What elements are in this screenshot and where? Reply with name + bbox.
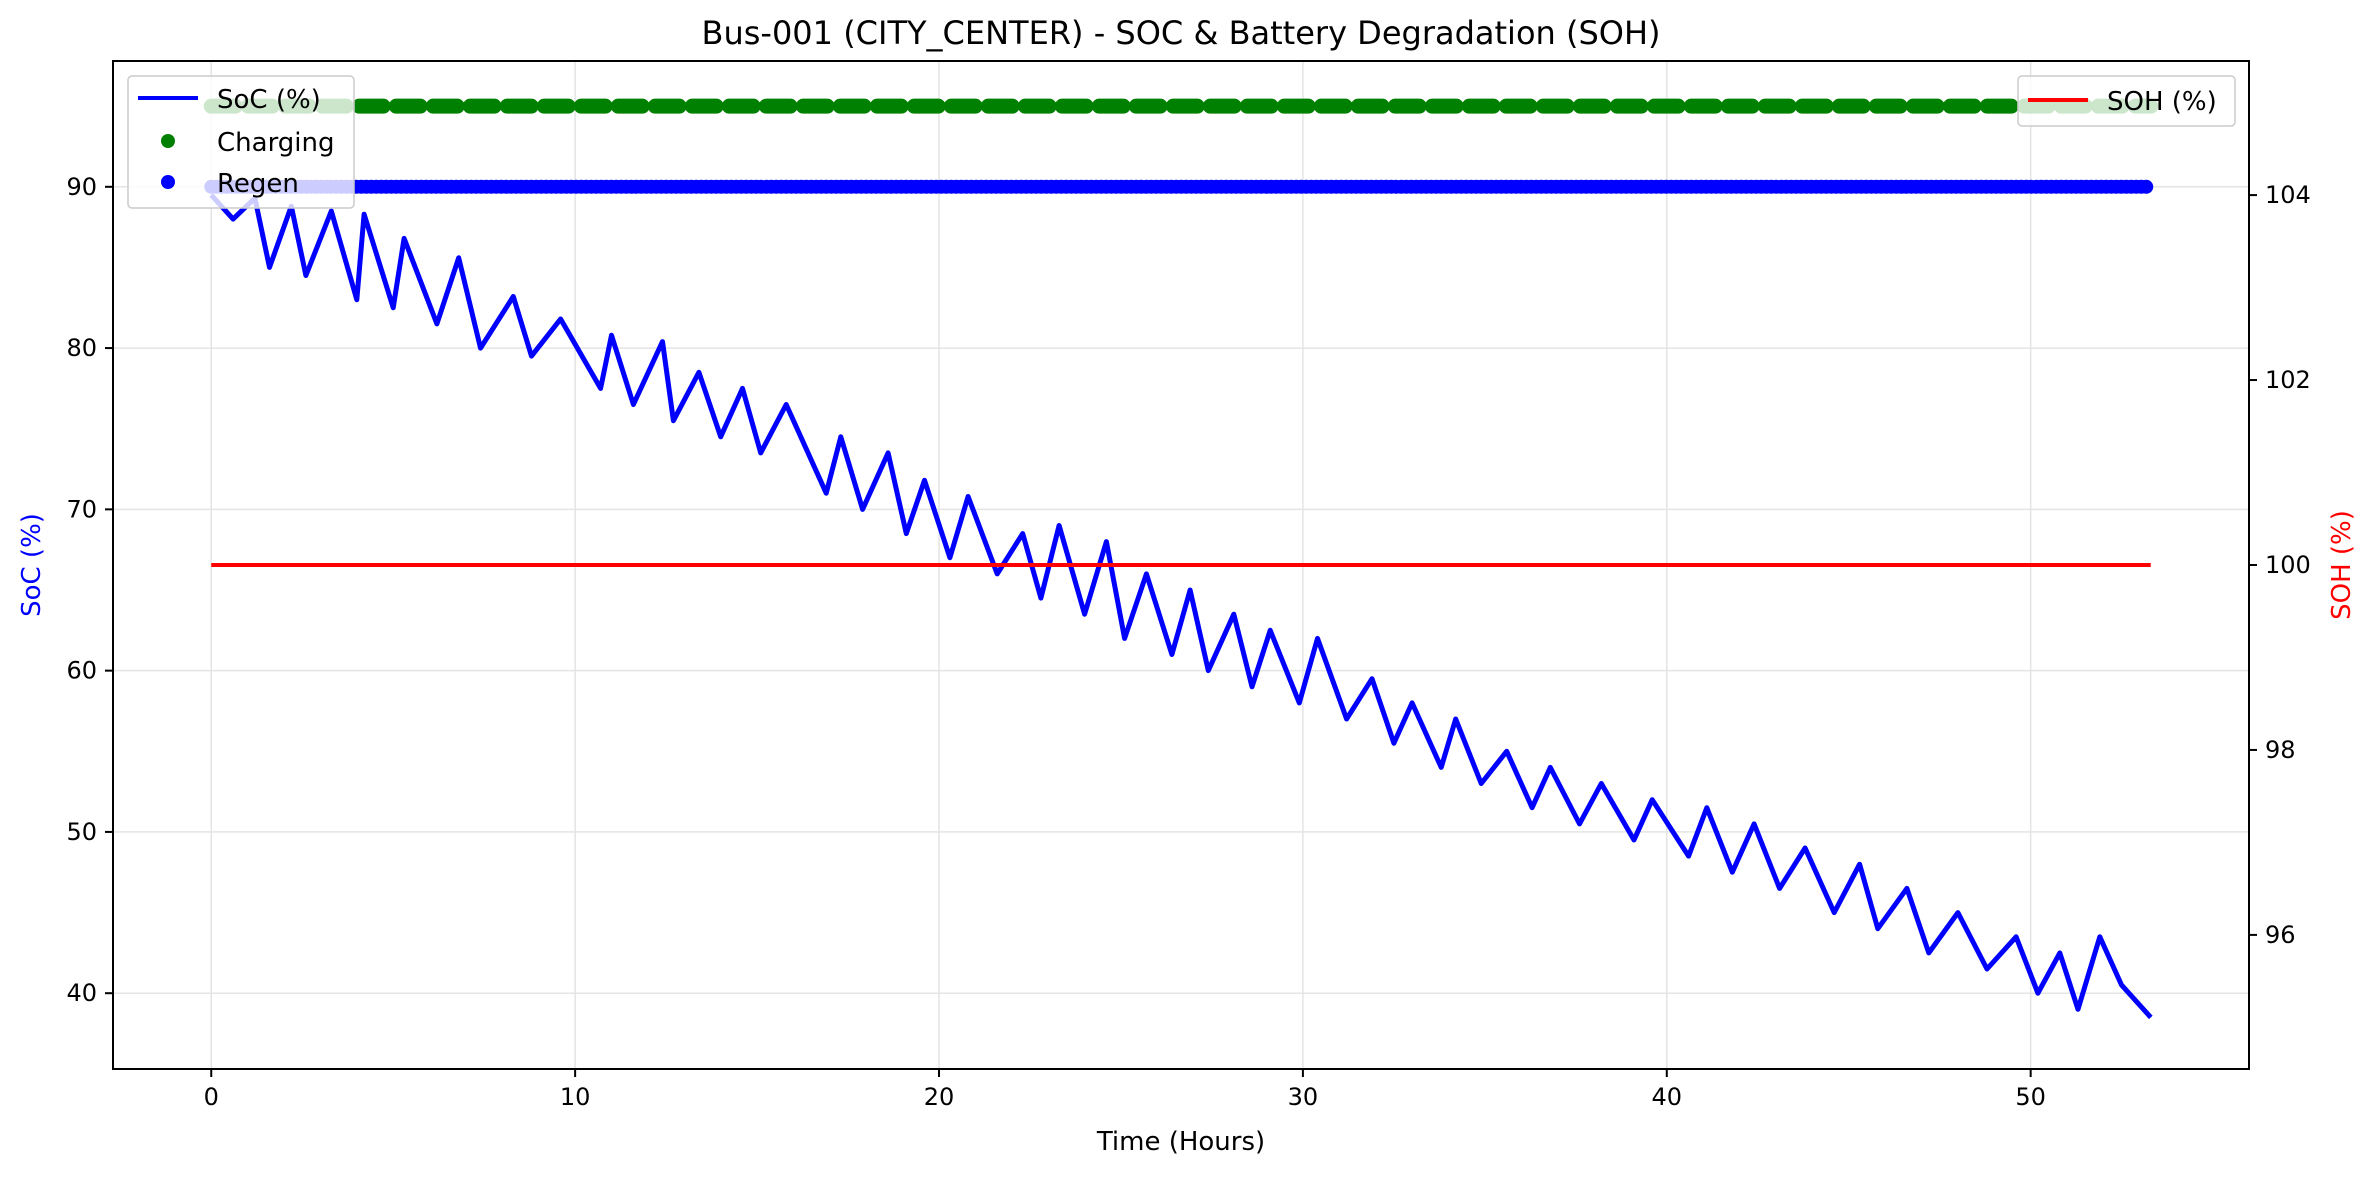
legend-charging-label: Charging xyxy=(217,128,335,158)
y-left-tick-label: 50 xyxy=(66,818,97,846)
y-right-tick-label: 100 xyxy=(2265,551,2311,579)
x-tick-label: 30 xyxy=(1288,1083,1319,1111)
y-left-tick-label: 40 xyxy=(66,979,97,1007)
y-right-tick-label: 102 xyxy=(2265,366,2311,394)
y-left-tick-label: 90 xyxy=(66,173,97,201)
x-tick-label: 0 xyxy=(204,1083,219,1111)
y-right-axis-title: SOH (%) xyxy=(2327,510,2357,620)
x-tick-label: 20 xyxy=(924,1083,955,1111)
y-left-axis-title: SoC (%) xyxy=(17,513,47,617)
x-tick-label: 40 xyxy=(1652,1083,1683,1111)
x-tick-label: 10 xyxy=(560,1083,591,1111)
legend-right-box xyxy=(2017,75,2236,127)
x-axis-title: Time (Hours) xyxy=(1096,1127,1265,1157)
x-tick-label: 50 xyxy=(2015,1083,2046,1111)
legend-soc-label: SoC (%) xyxy=(217,85,321,115)
y-right-tick-label: 96 xyxy=(2265,921,2296,949)
regen-point xyxy=(2139,179,2154,194)
legend-left-box xyxy=(127,75,355,209)
legend-regen-swatch xyxy=(161,175,175,189)
y-left-tick-label: 80 xyxy=(66,334,97,362)
regen-series xyxy=(204,179,2154,194)
y-right-tick-label: 98 xyxy=(2265,736,2296,764)
axis-layer: 0 10 20 30 40 50 40 50 60 70 80 90 96 98 100 102 104 xyxy=(66,173,2310,1111)
legend-charging-swatch xyxy=(161,134,175,148)
legend-left: SoC (%) Charging Regen xyxy=(127,75,355,209)
legend-right: SOH (%) xyxy=(2017,75,2236,127)
legend-soh-label: SOH (%) xyxy=(2107,87,2217,117)
y-right-tick-label: 104 xyxy=(2265,181,2311,209)
y-left-tick-label: 60 xyxy=(66,657,97,685)
soc-series xyxy=(209,193,2153,1020)
legend-regen-label: Regen xyxy=(217,169,299,199)
chart-title: Bus-001 (CITY_CENTER) - SOC & Battery De… xyxy=(701,14,1660,52)
y-left-tick-label: 70 xyxy=(66,495,97,523)
